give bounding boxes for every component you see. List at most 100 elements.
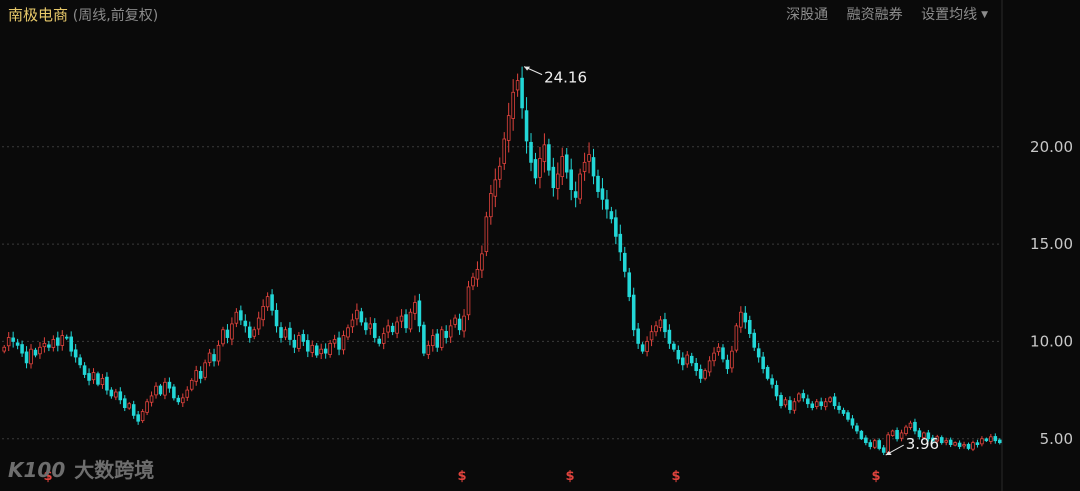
ma-settings-button[interactable]: 设置均线 ▼ [921,7,988,23]
candle-body [47,344,51,348]
candle-body [381,333,386,344]
candle-body [154,385,158,396]
candle-body [645,341,649,352]
candle-body [453,317,457,325]
candle-body [56,337,60,346]
candle-body [181,397,185,404]
caret-down-icon: ▼ [981,10,988,20]
candle-body [551,166,556,189]
candle-body [100,378,105,386]
candle-body [118,391,123,401]
candle-body [198,370,203,379]
candle-body [631,294,636,331]
candle-body [828,397,832,402]
candle-body [42,342,47,348]
candle-body [730,350,734,369]
connect-button[interactable]: 深股通 [786,7,829,23]
candle-body [971,442,975,450]
candle-body [82,365,87,375]
candle-body [841,409,846,414]
candle-body [895,430,899,440]
candle-body [33,349,38,356]
candle-body [274,309,279,327]
candle-body [707,360,712,373]
candle-body [698,368,703,379]
candle-body [319,348,323,355]
candle-body [15,342,20,346]
candle-body [524,110,529,142]
candle-body [859,430,864,440]
candle-body [109,389,114,397]
candle-body [203,362,207,378]
candle-body [78,357,82,366]
candle-body [922,432,926,438]
candle-body [515,80,520,91]
candle-body [297,335,301,349]
candle-body [837,405,841,410]
candle-body [6,337,11,347]
y-tick-label: 10.00 [1030,332,1073,350]
candle-body [814,401,819,407]
candle-body [24,351,29,364]
watermark-logo: K100 [8,458,66,482]
candle-body [212,354,216,362]
candle-body [989,436,993,442]
candle-body [131,404,136,416]
candle-body [38,346,42,355]
candle-body [20,344,24,354]
candle-body [261,305,265,321]
candle-body [372,323,377,338]
candle-body [712,352,716,362]
candle-body [355,309,359,320]
candle-body [332,339,337,344]
candle-body [520,77,524,109]
candle-body [480,253,484,271]
candle-body [904,426,908,434]
candle-body [323,348,328,354]
candle-body [413,302,417,314]
candle-body [747,319,752,335]
candle-body [114,391,118,398]
candle-body [511,91,515,119]
candle-body [221,329,225,345]
candle-body [569,169,573,191]
y-tick-label: 5.00 [1040,430,1073,448]
candle-body [247,326,252,338]
candle-body [29,348,33,365]
candle-body [582,161,587,172]
candle-body [435,333,440,348]
candle-body [386,325,390,333]
candle-body [377,338,382,344]
candle-body [899,432,904,439]
y-tick-label: 15.00 [1030,235,1073,253]
candle-body [770,378,774,385]
candle-body [564,154,569,173]
candle-body [618,233,623,253]
candle-body [850,418,855,426]
candle-body [194,370,198,382]
event-marker: $ [43,469,52,484]
candle-body [497,165,502,180]
candle-body [547,144,551,171]
candle-body [265,296,270,308]
candle-body [368,323,373,329]
candle-body [872,440,877,448]
candle-body [189,379,194,390]
candle-body [640,344,645,352]
candle-body [984,438,989,442]
candle-body [462,315,466,332]
candle-body [734,325,739,351]
candle-body [328,342,332,355]
margin-trading-button[interactable]: 融资融券 [846,7,903,23]
candle-body [359,311,364,323]
candle-body [149,395,154,403]
candle-body [91,372,96,381]
candle-body [502,138,507,164]
period-label: (周线,前复权) [72,8,159,24]
candle-body [846,412,850,420]
candle-body [390,325,395,333]
high-pointer-head [524,66,531,71]
high-label: 24.16 [544,69,587,87]
candle-body [886,434,890,454]
candle-body [69,336,73,352]
